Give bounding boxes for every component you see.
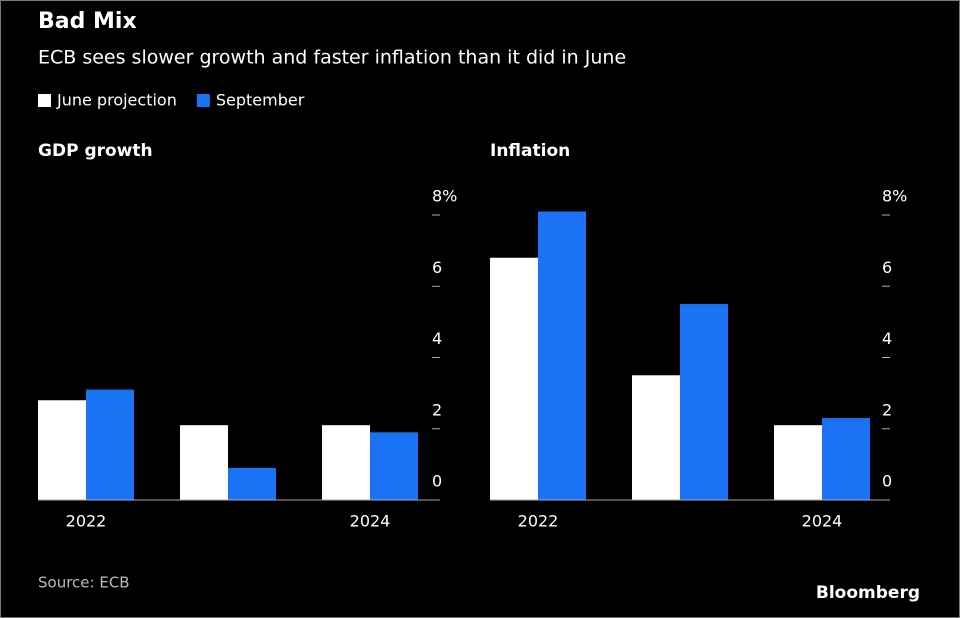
x-tick-label: 2022 [518, 512, 559, 531]
panel-title: Inflation [490, 141, 570, 161]
bar [86, 389, 134, 500]
bar [38, 400, 86, 500]
y-tick-label: 8% [882, 187, 907, 206]
bar [180, 425, 228, 500]
bar [632, 375, 680, 500]
panel-title: GDP growth [38, 141, 153, 161]
bar [822, 418, 870, 500]
logo: Bloomberg [816, 583, 920, 603]
bar [538, 211, 586, 500]
bar [228, 467, 276, 500]
y-tick-label: 8% [432, 187, 457, 206]
y-tick-label: 6 [432, 258, 442, 277]
y-tick-label: 4 [432, 329, 442, 348]
x-tick-label: 2024 [350, 512, 391, 531]
bar [774, 425, 822, 500]
x-tick-label: 2024 [802, 512, 843, 531]
legend-swatch [38, 94, 51, 107]
x-tick-label: 2022 [66, 512, 107, 531]
bar [322, 425, 370, 500]
y-tick-label: 0 [432, 472, 442, 491]
subtitle: ECB sees slower growth and faster inflat… [38, 47, 626, 69]
legend-label: June projection [56, 91, 177, 110]
y-tick-label: 0 [882, 472, 892, 491]
y-tick-label: 4 [882, 329, 892, 348]
y-tick-label: 2 [882, 400, 892, 419]
legend-label: September [216, 91, 305, 110]
bar [370, 432, 418, 500]
legend-swatch [196, 94, 210, 107]
bar [490, 257, 538, 500]
y-tick-label: 2 [432, 400, 442, 419]
source: Source: ECB [38, 574, 130, 592]
bar [680, 304, 728, 500]
y-tick-label: 6 [882, 258, 892, 277]
title: Bad Mix [38, 9, 137, 34]
